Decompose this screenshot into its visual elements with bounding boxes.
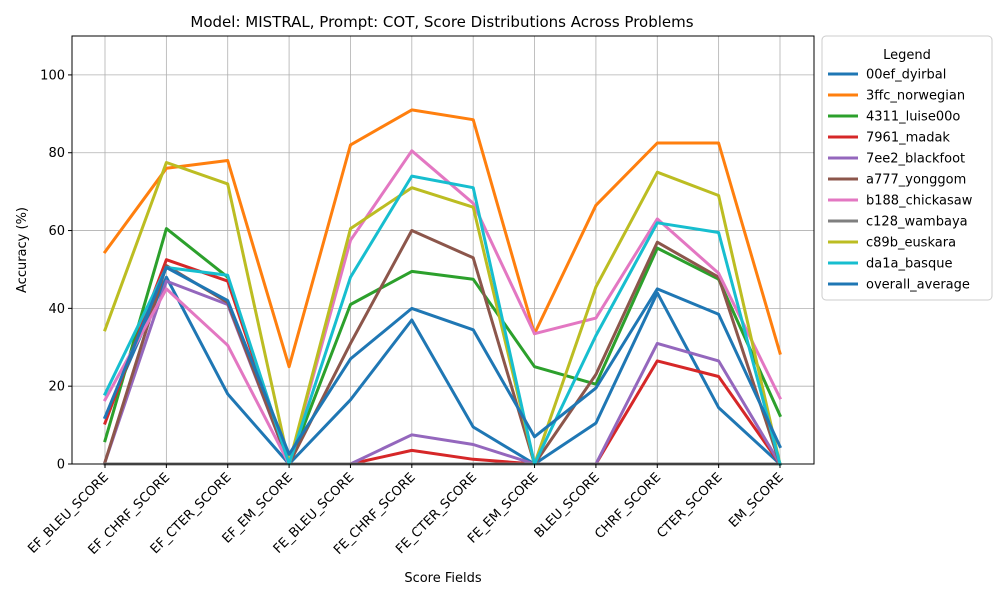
y-tick-label: 40 (48, 302, 65, 317)
legend-title: Legend (883, 48, 931, 63)
legend-label: 7961_madak (866, 131, 950, 146)
chart-title: Model: MISTRAL, Prompt: COT, Score Distr… (190, 13, 693, 31)
series-line-a777_yonggom (103, 229, 782, 466)
plot-frame (71, 35, 815, 465)
series-line-7961_madak (103, 258, 783, 467)
legend-label: b188_chickasaw (866, 194, 973, 209)
legend-label: da1a_basque (866, 257, 952, 272)
legend-label: 00ef_dyirbal (866, 68, 946, 83)
series-line-b188_chickasaw (102, 149, 783, 466)
legend-label: 4311_luise00o (866, 110, 960, 125)
y-tick-label: 80 (48, 146, 65, 161)
y-tick-label: 100 (40, 68, 65, 83)
y-axis-title: Accuracy (%) (15, 207, 30, 293)
legend-label: 7ee2_blackfoot (866, 152, 965, 167)
legend-items: 00ef_dyirbal 3ffc_norwegian 4311_luise00o 7… (828, 68, 973, 293)
series-line-c89b_euskara (103, 161, 782, 466)
series-line-7ee2_blackfoot (103, 279, 783, 467)
grid (72, 36, 814, 465)
series-lines (102, 108, 783, 467)
legend-label: overall_average (866, 278, 970, 293)
series-line-4311_luise00o (103, 227, 782, 466)
series-line-3ffc_norwegian (102, 108, 782, 369)
legend: Legend 00ef_dyirbal 3ffc_norwegian 4311_lu… (821, 35, 993, 301)
legend-box (821, 35, 993, 301)
x-tick-label: CTER_SCORE (654, 470, 725, 541)
x-tick-label: EM_SCORE (726, 470, 787, 531)
series-line-overall_average (103, 266, 782, 456)
series-line-00ef_dyirbal (103, 275, 783, 467)
legend-label: 3ffc_norwegian (866, 89, 965, 104)
y-tick-label: 60 (48, 224, 65, 239)
x-axis-ticks: EF_BLEU_SCOREEF_CHRF_SCOREEF_CTER_SCOREE… (25, 464, 787, 558)
legend-label: c128_wambaya (866, 215, 968, 230)
legend-label: c89b_euskara (866, 236, 956, 251)
x-axis-title: Score Fields (404, 571, 482, 586)
legend-label: a777_yonggom (866, 173, 966, 188)
y-tick-label: 0 (57, 458, 65, 473)
y-tick-label: 20 (48, 380, 65, 395)
y-axis-ticks: 0 20 40 60 80 100 (40, 68, 72, 473)
series-line-da1a_basque (102, 174, 782, 466)
x-tick-label: CHRF_SCORE (592, 470, 664, 542)
